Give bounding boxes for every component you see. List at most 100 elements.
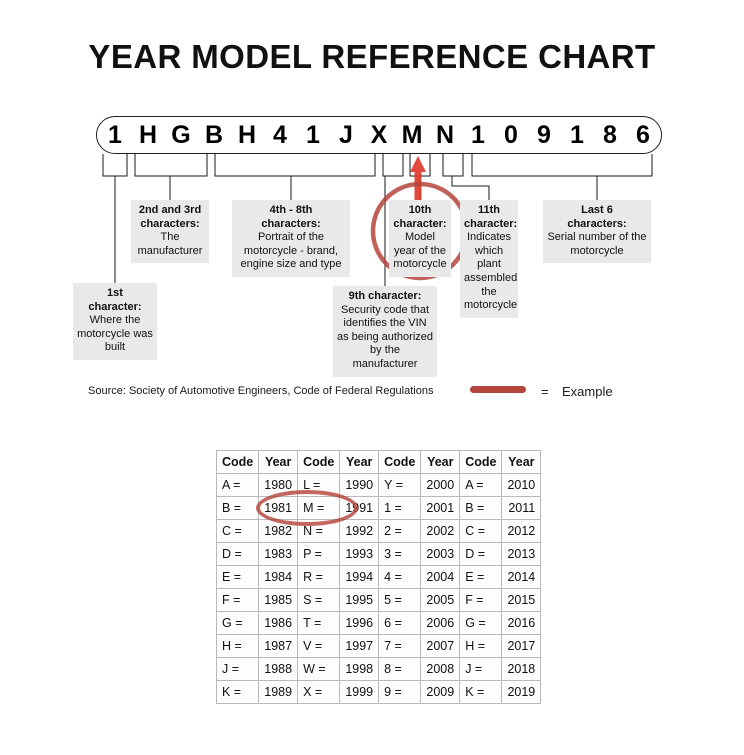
callout-body: Where the motorcycle was built [77, 314, 153, 354]
table-row: E = 1984 R = 1994 4 = 2004 E = 2014 [215, 565, 542, 589]
code-cell-10-5: 9 = [378, 680, 422, 704]
legend-label: Example [562, 384, 613, 399]
vin-char-9: X [370, 120, 388, 149]
legend-red-bar-icon [470, 386, 526, 393]
source-text: Source: Society of Automotive Engineers,… [88, 385, 434, 397]
year-cell-8-8: 2017 [501, 634, 542, 658]
code-cell-3-5: 2 = [378, 519, 422, 543]
vin-char-16: 8 [603, 120, 617, 149]
bracket-1st [102, 154, 128, 177]
year-cell-10-8: 2019 [501, 680, 542, 704]
year-cell-7-6: 2006 [420, 611, 461, 635]
vin-char-7: 1 [306, 120, 320, 149]
code-cell-5-3: R = [297, 565, 341, 589]
year-cell-10-6: 2009 [420, 680, 461, 704]
table-row: H = 1987 V = 1997 7 = 2007 H = 2017 [215, 634, 542, 658]
callout-9th-character: 9th character: Security code that identi… [333, 286, 437, 377]
table-header-8: Year [501, 450, 542, 474]
callout-10th-character: 10th character: Model year of the motorc… [389, 200, 451, 277]
vin-char-13: 0 [504, 120, 518, 149]
leader-11th [451, 176, 490, 200]
vin-char-12: 1 [471, 120, 485, 149]
callout-11th-character: 11th character: Indicates which plant as… [460, 200, 518, 318]
year-cell-9-8: 2018 [501, 657, 542, 681]
code-cell-6-7: F = [459, 588, 503, 612]
vin-char-1: 1 [108, 120, 122, 149]
code-cell-10-7: K = [459, 680, 503, 704]
table-header-3: Code [297, 450, 341, 474]
table-row: C = 1982 N = 1992 2 = 2002 C = 2012 [215, 519, 542, 543]
year-cell-6-4: 1995 [339, 588, 380, 612]
table-header-2: Year [258, 450, 299, 474]
callout-body: Indicates which plant assembled the moto… [464, 231, 518, 312]
table-header-7: Code [459, 450, 503, 474]
year-cell-2-4: 1991 [339, 496, 380, 520]
code-cell-6-3: S = [297, 588, 341, 612]
year-code-table: Code Year Code Year Code Year Code Year A = 1980… [215, 450, 542, 704]
year-cell-8-6: 2007 [420, 634, 461, 658]
year-cell-2-6: 2001 [420, 496, 461, 520]
vin-char-6: 4 [273, 120, 287, 149]
code-cell-5-7: E = [459, 565, 503, 589]
year-cell-7-2: 1986 [258, 611, 299, 635]
callout-body: Model year of the motorcycle [393, 231, 447, 271]
year-cell-2-8: 2011 [501, 496, 542, 520]
code-cell-1-3: L = [297, 473, 341, 497]
code-cell-4-7: D = [459, 542, 503, 566]
code-cell-8-3: V = [297, 634, 341, 658]
code-cell-3-7: C = [459, 519, 503, 543]
code-cell-4-1: D = [215, 542, 260, 566]
year-cell-10-2: 1989 [258, 680, 299, 704]
year-cell-9-6: 2008 [420, 657, 461, 681]
code-cell-7-1: G = [215, 611, 260, 635]
callout-heading-2: characters: [567, 217, 627, 230]
year-cell-1-4: 1990 [339, 473, 380, 497]
bracket-4th8th [214, 154, 376, 177]
year-cell-3-6: 2002 [420, 519, 461, 543]
code-cell-10-3: X = [297, 680, 341, 704]
callout-heading: 1st [107, 287, 123, 299]
code-cell-5-1: E = [215, 565, 260, 589]
vin-char-15: 1 [570, 120, 584, 149]
year-cell-4-8: 2013 [501, 542, 542, 566]
table-header-4: Year [339, 450, 380, 474]
table-header-row: Code Year Code Year Code Year Code Year [215, 450, 542, 474]
code-cell-8-5: 7 = [378, 634, 422, 658]
code-cell-3-3: N = [297, 519, 341, 543]
callout-body: The manufacturer [137, 231, 203, 257]
vin-char-14: 9 [537, 120, 551, 149]
code-cell-1-5: Y = [378, 473, 422, 497]
code-cell-5-5: 4 = [378, 565, 422, 589]
callout-last-6-characters: Last 6 characters: Serial number of the … [543, 200, 651, 264]
callout-heading-2: characters: [261, 217, 321, 230]
callout-heading-2: character: [88, 300, 142, 313]
vin-char-17: 6 [636, 120, 650, 149]
vin-char-8: J [339, 120, 353, 149]
year-cell-1-8: 2010 [501, 473, 542, 497]
code-cell-2-5: 1 = [378, 496, 422, 520]
code-cell-8-7: H = [459, 634, 503, 658]
code-cell-7-3: T = [297, 611, 341, 635]
code-cell-2-1: B = [215, 496, 260, 520]
vin-char-10: M [401, 120, 423, 149]
year-cell-8-2: 1987 [258, 634, 299, 658]
callout-1st-character: 1st character: Where the motorcycle was … [73, 283, 157, 360]
code-cell-1-7: A = [459, 473, 503, 497]
callout-body: Serial number of the motorcycle [547, 231, 647, 257]
vin-char-3: G [171, 120, 191, 149]
year-cell-9-2: 1988 [258, 657, 299, 681]
callout-body: Portrait of the motorcycle - brand, engi… [240, 231, 342, 271]
year-cell-7-4: 1996 [339, 611, 380, 635]
code-cell-2-7: B = [459, 496, 503, 520]
year-cell-6-6: 2005 [420, 588, 461, 612]
year-cell-6-8: 2015 [501, 588, 542, 612]
year-cell-3-4: 1992 [339, 519, 380, 543]
legend-equals-sign: = [541, 384, 549, 399]
year-cell-4-4: 1993 [339, 542, 380, 566]
callout-heading-2: character: [464, 217, 518, 230]
callout-heading: 9th character: [348, 290, 422, 302]
table-row: J = 1988 W = 1998 8 = 2008 J = 2018 [215, 657, 542, 681]
table-header-5: Code [378, 450, 422, 474]
